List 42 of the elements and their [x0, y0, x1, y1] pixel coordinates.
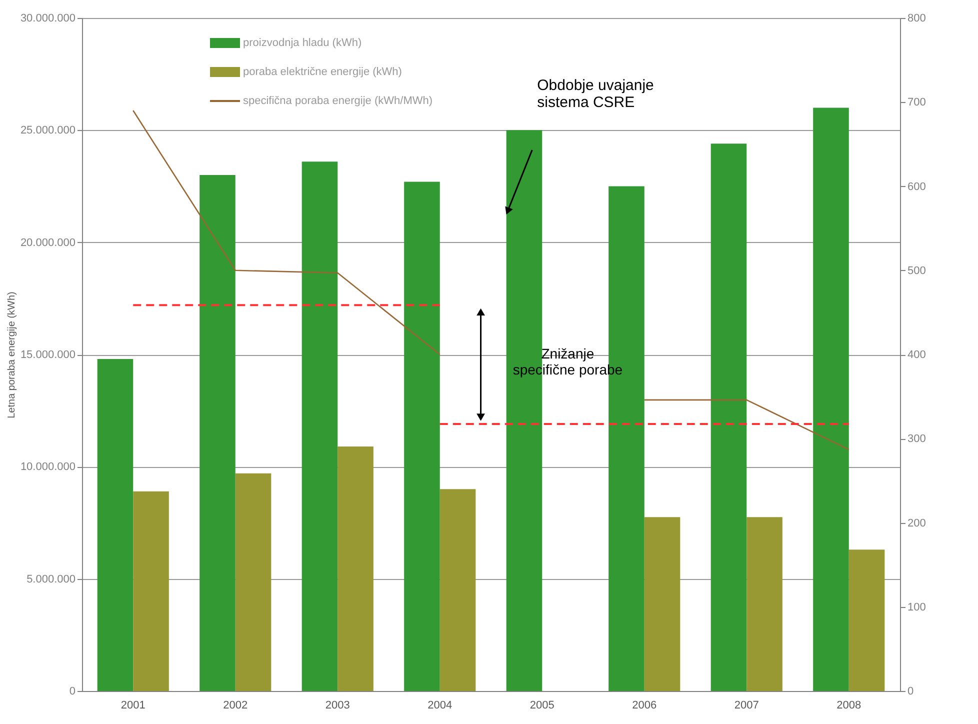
bar [302, 162, 338, 691]
bar [338, 446, 374, 691]
x-tick-label: 2007 [734, 700, 759, 712]
y2-tick-label: 800 [908, 12, 926, 24]
bar [710, 144, 747, 691]
y-tick-label: 15.000.000 [20, 349, 76, 361]
y2-tick-label: 700 [908, 96, 926, 109]
y-axis-title: Letna poraba energije (kWh) [6, 292, 18, 418]
y2-tick-label: 300 [908, 433, 926, 446]
y2-tick-label: 200 [908, 517, 926, 530]
bar [813, 108, 849, 691]
bar [133, 491, 169, 691]
y-tick-label: 5.000.000 [26, 573, 76, 586]
x-tick-label: 2004 [428, 700, 452, 712]
y2-tick-label: 400 [908, 349, 926, 361]
bar [848, 550, 885, 691]
legend-label: specifična poraba energije (kWh/MWh) [243, 95, 433, 107]
bar [235, 473, 272, 691]
x-tick-label: 2005 [530, 700, 554, 712]
bar [440, 489, 476, 691]
x-tick-label: 2002 [223, 700, 248, 712]
bar [200, 175, 236, 691]
bar [746, 517, 782, 691]
y2-tick-label: 0 [908, 686, 914, 698]
y-tick-label: 25.000.000 [20, 124, 76, 137]
bar [97, 358, 134, 691]
bar [644, 517, 680, 691]
y2-tick-label: 500 [908, 264, 926, 277]
bar [404, 182, 440, 691]
y-tick-label: 20.000.000 [20, 236, 76, 249]
y-tick-label: 0 [69, 686, 76, 698]
annotation: Obdobje uvajanje sistema CSRE [537, 77, 654, 111]
y-tick-label: 10.000.000 [20, 461, 76, 474]
x-tick-label: 2003 [325, 700, 350, 712]
x-tick-label: 2001 [120, 700, 146, 712]
y2-tick-label: 100 [908, 601, 926, 614]
legend-label: proizvodnja hladu (kWh) [243, 37, 362, 49]
legend-label: poraba električne energije (kWh) [243, 66, 402, 78]
x-tick-label: 2006 [632, 700, 657, 712]
x-tick-label: 2008 [836, 700, 862, 712]
y-tick-label: 30.000.000 [20, 12, 76, 24]
y2-tick-label: 600 [908, 180, 926, 193]
